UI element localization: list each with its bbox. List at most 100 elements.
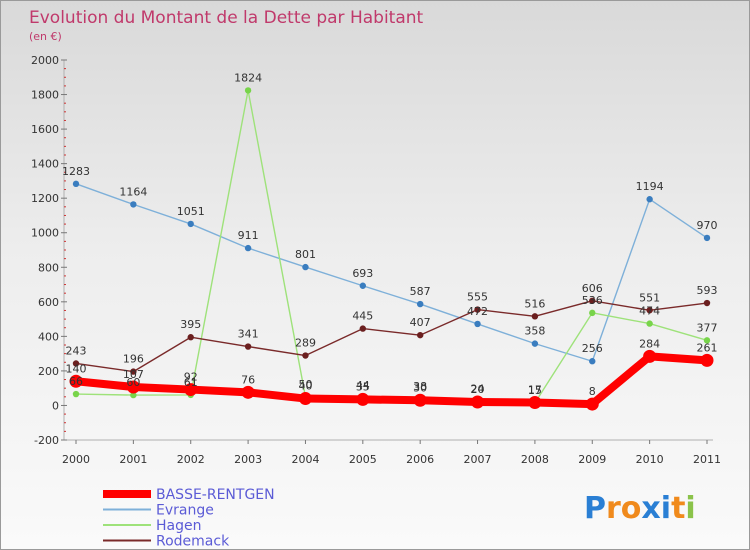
data-label-basse-rentgen: 261 [697, 341, 718, 354]
y-tick-label: 400 [38, 330, 59, 343]
point-rodemack [474, 306, 481, 313]
data-label-hagen: 38 [413, 380, 427, 393]
y-tick-label: 1000 [31, 227, 59, 240]
data-label-evrange: 1051 [177, 205, 205, 218]
series-line-basse-rentgen [72, 352, 711, 409]
point-hagen [130, 391, 137, 399]
point-hagen [646, 320, 653, 327]
point-basse-rentgen [241, 385, 255, 399]
data-label-hagen: 44 [356, 379, 370, 392]
logo-letter: i [685, 491, 695, 526]
data-label-rodemack: 243 [66, 344, 87, 357]
point-basse-rentgen [700, 353, 714, 367]
point-hagen [72, 390, 80, 398]
x-tick-label: 2004 [291, 453, 319, 466]
point-rodemack [130, 368, 137, 375]
data-label-rodemack: 445 [352, 310, 373, 323]
x-tick-label: 2008 [521, 453, 549, 466]
legend-label-rodemack: Rodemack [156, 534, 230, 550]
y-tick-label: -200 [34, 434, 59, 447]
logo-letter: o [621, 491, 642, 526]
data-label-rodemack: 606 [582, 282, 603, 295]
point-hagen [703, 337, 711, 344]
point-rodemack [187, 334, 194, 341]
data-label-basse-rentgen: 8 [589, 385, 596, 398]
point-rodemack [531, 313, 539, 320]
point-basse-rentgen [298, 392, 312, 406]
data-label-evrange: 911 [238, 229, 259, 242]
point-evrange [703, 234, 711, 242]
x-tick-label: 2009 [578, 453, 606, 466]
y-tick-label: 800 [38, 261, 59, 274]
data-label-hagen: 50 [298, 378, 312, 391]
point-basse-rentgen [471, 395, 485, 409]
point-rodemack [646, 307, 653, 314]
logo-letter: x [641, 491, 660, 526]
series-line-evrange [75, 183, 708, 362]
point-basse-rentgen [184, 383, 198, 397]
data-label-rodemack: 593 [697, 284, 718, 297]
series-line-rodemack [75, 300, 708, 373]
y-tick-label: 0 [52, 399, 59, 412]
point-evrange [531, 340, 539, 347]
point-rodemack [244, 343, 252, 350]
point-rodemack [302, 352, 309, 359]
point-evrange [302, 263, 309, 271]
point-evrange [187, 220, 194, 228]
data-label-evrange: 801 [295, 248, 316, 261]
y-tick-label: 200 [38, 365, 59, 378]
point-evrange [589, 358, 596, 365]
data-label-hagen: 377 [697, 321, 718, 334]
data-label-evrange: 472 [467, 305, 488, 318]
point-hagen [244, 87, 252, 94]
data-label-evrange: 1194 [636, 180, 664, 193]
data-label-basse-rentgen: 17 [528, 384, 542, 397]
y-tick-label: 2000 [31, 54, 59, 67]
legend-label-hagen: Hagen [156, 518, 201, 534]
proxiti-logo: Proxiti [584, 491, 696, 526]
y-tick-label: 1200 [31, 192, 59, 205]
logo-letter: r [606, 491, 621, 526]
x-tick-label: 2001 [119, 453, 147, 466]
x-tick-label: 2010 [636, 453, 664, 466]
x-tick-label: 2007 [464, 453, 492, 466]
data-label-basse-rentgen: 20 [471, 383, 485, 396]
logo-letter: i [661, 491, 671, 526]
series-lines [69, 87, 714, 411]
data-label-rodemack: 407 [410, 316, 431, 329]
data-label-rodemack: 395 [180, 318, 201, 331]
data-label-basse-rentgen: 40 [298, 380, 312, 393]
data-labels: 1283116410519118016935874723582561194970… [62, 71, 718, 398]
data-label-evrange: 970 [697, 219, 718, 232]
data-label-basse-rentgen: 92 [184, 371, 198, 384]
legend-label-basse-rentgen: BASSE-RENTGEN [156, 487, 275, 503]
point-evrange [416, 300, 424, 308]
axes: -200 0 200 400 600 800 1000 1200 1400 1600 1800 200… [31, 54, 721, 466]
data-label-basse-rentgen: 140 [66, 362, 87, 375]
data-label-basse-rentgen: 30 [413, 381, 427, 394]
data-label-rodemack: 551 [639, 291, 660, 304]
data-label-hagen: 60 [126, 376, 140, 389]
point-basse-rentgen [643, 349, 657, 363]
point-rodemack [589, 297, 596, 304]
point-evrange [646, 196, 653, 203]
y-tick-label: 600 [38, 296, 59, 309]
point-basse-rentgen [69, 374, 83, 388]
x-tick-label: 2003 [234, 453, 262, 466]
x-tick-label: 2000 [62, 453, 90, 466]
point-evrange [359, 282, 367, 289]
point-evrange [130, 201, 137, 208]
data-label-evrange: 256 [582, 342, 603, 355]
data-label-hagen: 536 [582, 294, 603, 307]
data-label-rodemack: 289 [295, 337, 316, 350]
data-label-rodemack: 555 [467, 291, 488, 304]
data-label-rodemack: 516 [524, 297, 545, 310]
point-basse-rentgen [126, 380, 140, 394]
x-tick-label: 2006 [406, 453, 434, 466]
series-line-hagen [75, 89, 708, 404]
data-label-evrange: 358 [524, 325, 545, 338]
y-tick-label: 1400 [31, 158, 59, 171]
